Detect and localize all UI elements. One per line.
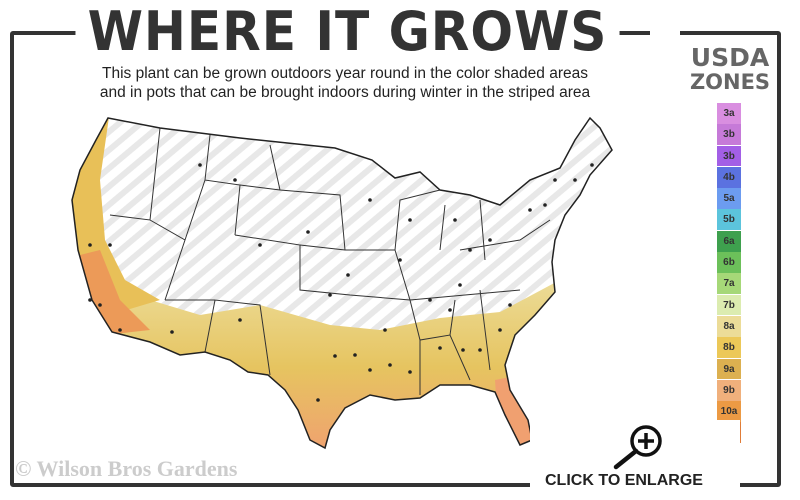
city-dot	[88, 243, 92, 247]
subtitle-line-1: This plant can be grown outdoors year ro…	[102, 65, 588, 82]
city-dot	[170, 330, 174, 334]
city-dot	[233, 178, 237, 182]
city-dot	[448, 308, 452, 312]
legend-zone-8b: 8b	[717, 337, 741, 359]
legend-zone-3b: 3b	[717, 124, 741, 146]
legend-title-line-1: USDA	[690, 43, 770, 72]
legend-zone-8a: 8a	[717, 315, 741, 337]
legend-zone-7b: 7b	[717, 294, 741, 316]
city-dot	[453, 218, 457, 222]
legend-zone-7a: 7a	[717, 273, 741, 295]
city-dot	[543, 203, 547, 207]
click-to-enlarge-button[interactable]: CLICK TO ENLARGE	[530, 420, 740, 495]
city-dot	[438, 346, 442, 350]
city-dot	[258, 243, 262, 247]
city-dot	[383, 328, 387, 332]
city-dot	[238, 318, 242, 322]
page-title: WHERE IT GROWS	[75, 0, 620, 64]
city-dot	[553, 178, 557, 182]
city-dot	[346, 273, 350, 277]
city-dot	[306, 230, 310, 234]
copyright-watermark: © Wilson Bros Gardens	[15, 456, 238, 481]
city-dot	[98, 303, 102, 307]
usda-zone-map[interactable]	[60, 105, 620, 455]
city-dot	[198, 163, 202, 167]
city-dot	[353, 353, 357, 357]
magnifier-plus-icon	[613, 425, 662, 470]
city-dot	[333, 354, 337, 358]
legend-zone-9b: 9b	[717, 379, 741, 401]
subtitle-line-2: and in pots that can be brought indoors …	[99, 84, 591, 101]
legend-zone-6a: 6a	[717, 230, 741, 252]
legend-zone-5a: 5a	[717, 188, 741, 209]
city-dot	[528, 208, 532, 212]
legend-zone-5b: 5b	[717, 209, 741, 231]
enlarge-label: CLICK TO ENLARGE	[545, 472, 703, 489]
city-dot	[573, 178, 577, 182]
legend-zone-3a: 3a	[717, 103, 741, 124]
legend-zone-6b: 6b	[717, 252, 741, 273]
city-dot	[488, 238, 492, 242]
city-dot	[328, 293, 332, 297]
city-dot	[108, 243, 112, 247]
city-dot	[316, 398, 320, 402]
city-dot	[461, 348, 465, 352]
frame-gap	[650, 25, 680, 37]
city-dot	[388, 363, 392, 367]
city-dot	[458, 283, 462, 287]
city-dot	[368, 198, 372, 202]
city-dot	[428, 298, 432, 302]
city-dot	[478, 348, 482, 352]
city-dot	[408, 218, 412, 222]
legend-zone-9a: 9a	[717, 358, 741, 380]
city-dot	[398, 258, 402, 262]
legend-title: USDA ZONES	[676, 43, 784, 94]
city-dot	[508, 303, 512, 307]
zone-legend: 3a3b3b4b5a5b6a6b7a7b8a8b9a9b10a10b	[717, 103, 741, 444]
city-dot	[118, 328, 122, 332]
city-dot	[368, 368, 372, 372]
city-dot	[88, 298, 92, 302]
legend-title-line-2: ZONES	[689, 70, 771, 94]
city-dot	[590, 163, 594, 167]
legend-zone-4b: 4b	[717, 166, 741, 188]
city-dot	[468, 248, 472, 252]
legend-zone-10a: 10a	[717, 401, 741, 422]
subtitle: This plant can be grown outdoors year ro…	[40, 64, 650, 102]
city-dot	[498, 328, 502, 332]
city-dot	[408, 370, 412, 374]
legend-zone-3b: 3b	[717, 145, 741, 167]
